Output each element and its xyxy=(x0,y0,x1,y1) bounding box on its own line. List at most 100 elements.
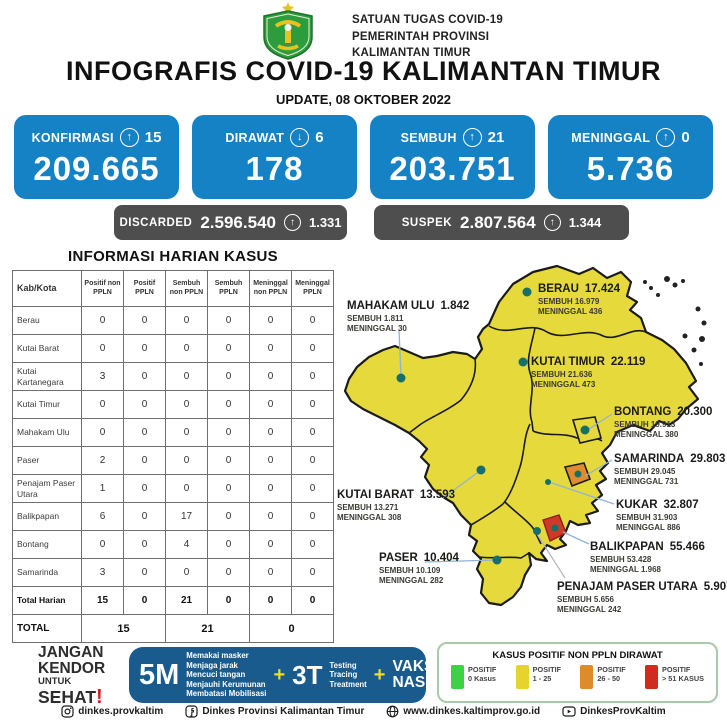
cell: 0 xyxy=(207,502,250,531)
table-header-row: Kab/Kota Positif non PPLN Positif PPLN S… xyxy=(12,270,334,307)
region-name: KUTAI TIMUR xyxy=(531,356,605,368)
row-name: Penajam Paser Utara xyxy=(12,474,82,503)
table-row: Paser 2 0 0 0 0 0 xyxy=(12,446,334,475)
region-name: BONTANG xyxy=(614,406,672,418)
region-sembuh: SEMBUH 13.271 xyxy=(337,502,399,512)
cell: 0 xyxy=(165,418,208,447)
cell: 0 xyxy=(291,418,334,447)
slogan-line-3: UNTUK xyxy=(38,675,72,687)
item-5m: Menjaga jarak xyxy=(186,660,238,670)
region-sembuh: SEMBUH 53.428 xyxy=(590,554,652,564)
cell: 3 xyxy=(81,362,124,391)
region-meninggal: MENINGGAL 473 xyxy=(531,380,596,390)
region-meninggal: MENINGGAL 1.968 xyxy=(590,565,661,575)
cell: 0 xyxy=(207,446,250,475)
region-sembuh: SEMBUH 10.109 xyxy=(379,565,441,575)
region-name: BALIKPAPAN xyxy=(590,541,664,553)
vaksin-line: VAKSI xyxy=(392,657,439,675)
region-value: 1.842 xyxy=(440,300,470,312)
cell: 6 xyxy=(81,502,124,531)
region-meninggal: MENINGGAL 308 xyxy=(337,513,402,523)
legend-label: POSITIF xyxy=(597,665,626,674)
globe-icon xyxy=(387,705,399,717)
region-sembuh: SEMBUH 29.045 xyxy=(614,466,676,476)
legend-range: 1 - 25 xyxy=(532,674,552,684)
region-value: 17.424 xyxy=(584,283,621,295)
instagram-icon xyxy=(61,704,74,718)
island-dots xyxy=(643,276,707,366)
item-3t: Testing xyxy=(329,660,357,670)
cell: 0 xyxy=(207,530,250,559)
cell: 0 xyxy=(123,306,166,335)
cell: 0 xyxy=(207,558,250,587)
col-positif-non-ppln: Positif non PPLN xyxy=(81,270,124,307)
org-name-block: SATUAN TUGAS COVID-19 PEMERINTAH PROVINS… xyxy=(352,12,503,62)
cell: 0 xyxy=(207,586,250,615)
table-title: INFORMASI HARIAN KASUS xyxy=(68,248,278,265)
region-name: KUTAI BARAT xyxy=(337,489,414,501)
row-name: TOTAL xyxy=(12,614,82,643)
stat-card-konfirmasi: KONFIRMASI ↑ 15 209.665 xyxy=(14,115,179,199)
cell: 0 xyxy=(123,502,166,531)
region-marker-dots xyxy=(396,287,590,565)
map-region-label-paser: PASER 10.404 SEMBUH 10.109 MENINGGAL 282 xyxy=(379,551,459,587)
cell: 0 xyxy=(249,558,292,587)
stat-label: MENINGGAL xyxy=(571,130,651,145)
orange-swatch xyxy=(580,665,594,689)
map-region-label-penajam-paser-utara: PENAJAM PASER UTARA 5.907 SEMBUH 5.656 ME… xyxy=(557,580,727,616)
region-meninggal: MENINGGAL 30 xyxy=(347,324,407,334)
cell: 0 xyxy=(165,446,208,475)
discarded-label: DISCARDED xyxy=(119,216,193,229)
cell: 2 xyxy=(81,446,124,475)
slogan-line-4: SEHAT! xyxy=(38,686,105,708)
total-row: TOTAL 15 21 0 xyxy=(12,614,334,643)
kaltim-map xyxy=(343,264,707,607)
legend-item-orange: POSITIF 26 - 50 xyxy=(580,665,626,689)
slogan-line-1: JANGAN xyxy=(38,644,104,661)
legend-range: > 51 KASUS xyxy=(662,674,704,684)
suspek-value: 2.807.564 xyxy=(460,212,536,232)
cell: 0 xyxy=(81,334,124,363)
map-region-label-balikpapan: BALIKPAPAN 55.466 SEMBUH 53.428 MENINGGAL… xyxy=(590,540,705,576)
arrow-up-circle-icon: ↑ xyxy=(543,214,561,231)
table-row: Penajam Paser Utara 1 0 0 0 0 0 xyxy=(12,474,334,503)
legend-item-green: POSITIF 0 Kasus xyxy=(451,665,496,689)
handle-text: DinkesProvKaltim xyxy=(580,705,666,717)
legend-item-red: POSITIF > 51 KASUS xyxy=(645,665,704,689)
arrow-down-circle-icon: ↓ xyxy=(290,128,310,147)
cell: 0 xyxy=(123,362,166,391)
total-sembuh: 21 xyxy=(165,614,250,643)
row-name: Bontang xyxy=(12,530,82,559)
cell: 0 xyxy=(291,586,334,615)
legend-item-yellow: POSITIF 1 - 25 xyxy=(515,665,561,689)
cell: 0 xyxy=(123,474,166,503)
kaltim-province-logo xyxy=(256,2,320,65)
cell: 0 xyxy=(291,390,334,419)
stat-delta: 15 xyxy=(144,129,162,146)
col-kabkota: Kab/Kota xyxy=(12,270,82,307)
discarded-delta: 1.331 xyxy=(308,215,342,230)
region-meninggal: MENINGGAL 242 xyxy=(557,605,622,615)
stat-label: SEMBUH xyxy=(400,130,457,145)
legend-range: 26 - 50 xyxy=(597,674,621,684)
cell: 0 xyxy=(249,334,292,363)
map-legend: KASUS POSITIF NON PPLN DIRAWAT POSITIF 0 … xyxy=(437,642,718,703)
table-row: Balikpapan 6 0 17 0 0 0 xyxy=(12,502,334,531)
stat-value: 5.736 xyxy=(586,150,675,187)
daily-cases-section: INFORMASI HARIAN KASUS Kab/Kota Positif … xyxy=(12,248,334,643)
col-meninggal-ppln: Meninggal PPLN xyxy=(291,270,334,307)
campaign-pill: 5M Memakai masker Menjaga jarak Mencuci … xyxy=(129,647,439,703)
cell: 0 xyxy=(207,362,250,391)
region-name: KUKAR xyxy=(616,499,658,511)
cell: 0 xyxy=(207,334,250,363)
cell: 0 xyxy=(249,446,292,475)
cell: 0 xyxy=(81,390,124,419)
cell: 0 xyxy=(207,474,250,503)
instagram-handle: dinkes.provkaltim xyxy=(61,704,163,718)
cell: 0 xyxy=(291,530,334,559)
item-3t: Tracing xyxy=(329,670,358,680)
cell: 17 xyxy=(165,502,208,531)
label-3t: 3T xyxy=(292,659,323,690)
arrow-up-circle-icon: ↑ xyxy=(462,128,482,147)
